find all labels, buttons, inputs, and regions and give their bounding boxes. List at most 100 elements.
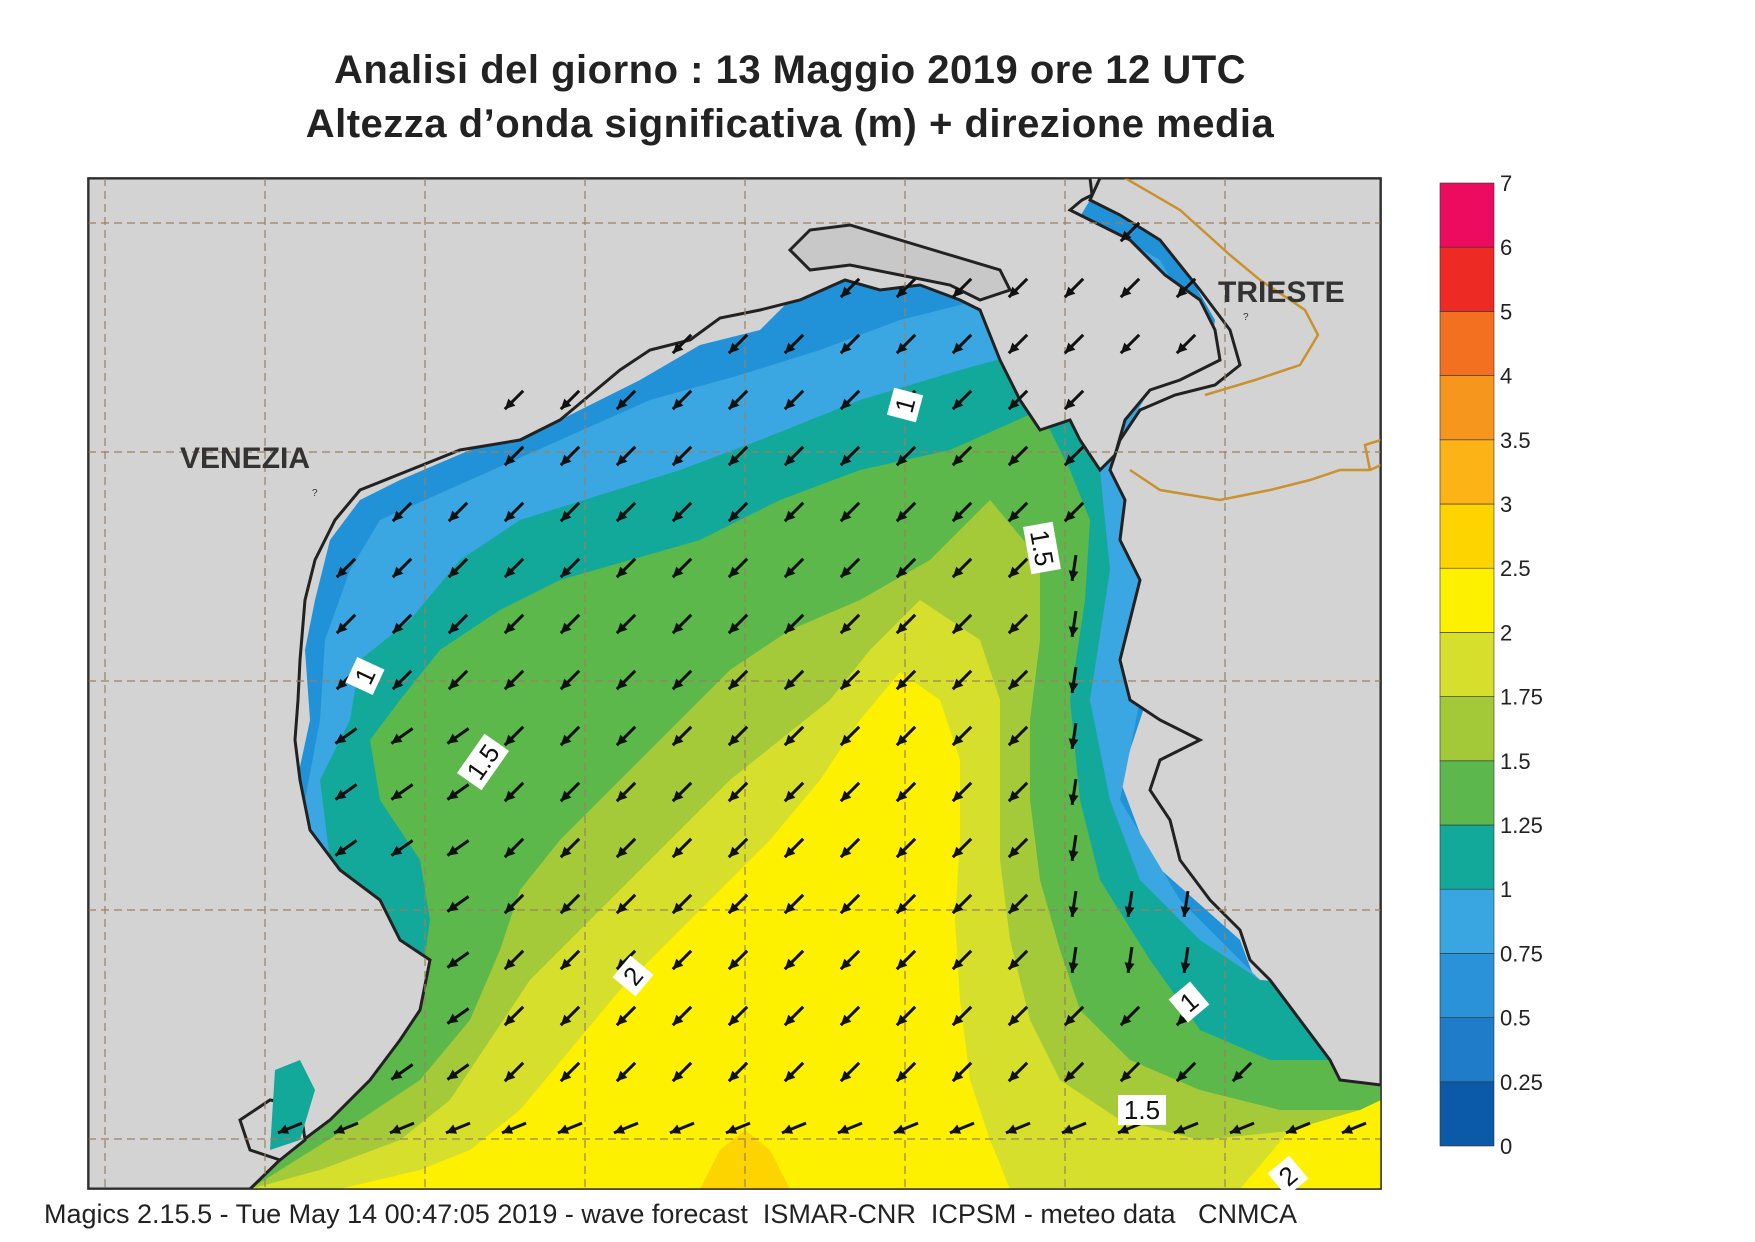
direction-arrowhead xyxy=(840,286,852,298)
direction-arrowhead xyxy=(784,622,796,634)
colorbar-tick-label: 5 xyxy=(1500,299,1512,324)
direction-arrowhead xyxy=(784,902,796,914)
direction-arrowhead xyxy=(447,845,459,856)
direction-arrowhead xyxy=(336,622,348,634)
direction-arrowhead xyxy=(1068,570,1079,581)
direction-arrowhead xyxy=(952,846,964,858)
direction-arrowhead xyxy=(392,622,404,634)
colorbar-swatch xyxy=(1439,246,1495,312)
direction-arrowhead xyxy=(504,734,516,746)
coastline-land xyxy=(88,178,1381,1189)
direction-arrowhead xyxy=(896,790,908,802)
direction-arrowhead xyxy=(672,734,684,746)
direction-arrowhead xyxy=(840,622,852,634)
direction-arrowhead xyxy=(616,454,628,466)
direction-arrowhead xyxy=(616,1014,628,1026)
colorbar-tick-label: 1 xyxy=(1500,877,1512,902)
direction-arrowhead xyxy=(504,790,516,802)
direction-arrowhead xyxy=(728,846,740,858)
direction-arrowhead xyxy=(447,733,459,744)
direction-arrowhead xyxy=(781,1124,794,1134)
direction-arrowhead xyxy=(1008,286,1020,298)
direction-arrowhead xyxy=(1064,286,1076,298)
direction-arrowhead xyxy=(1064,1070,1076,1082)
direction-arrowhead xyxy=(840,958,852,970)
direction-arrowhead xyxy=(448,566,460,578)
city-label-venezia: VENEZIA xyxy=(180,442,310,475)
direction-arrowhead xyxy=(336,678,348,690)
direction-arrowhead xyxy=(728,510,740,522)
direction-arrowhead xyxy=(1285,1124,1298,1134)
direction-arrowhead xyxy=(447,1069,459,1080)
colorbar-swatch xyxy=(1439,182,1495,248)
colorbar-swatch xyxy=(1439,1017,1495,1083)
direction-arrowhead xyxy=(389,1124,402,1134)
direction-arrowhead xyxy=(560,734,572,746)
colorbar-swatch xyxy=(1439,696,1495,762)
direction-arrowhead xyxy=(672,566,684,578)
direction-arrowhead xyxy=(952,566,964,578)
direction-arrowhead xyxy=(840,1014,852,1026)
direction-arrowhead xyxy=(784,846,796,858)
direction-arrowhead xyxy=(784,1014,796,1026)
direction-arrowhead xyxy=(728,398,740,410)
direction-arrowhead xyxy=(335,789,347,800)
trieste-marker: ? xyxy=(1243,312,1249,323)
direction-arrowhead xyxy=(392,678,404,690)
direction-arrowhead xyxy=(896,902,908,914)
colorbar-tick-label: 2 xyxy=(1500,620,1512,645)
direction-arrowhead xyxy=(447,901,459,912)
direction-arrowhead xyxy=(896,846,908,858)
direction-arrowhead xyxy=(1064,1014,1076,1026)
direction-arrowhead xyxy=(728,958,740,970)
direction-arrowhead xyxy=(1008,678,1020,690)
direction-arrowhead xyxy=(504,958,516,970)
direction-arrowhead xyxy=(1008,734,1020,746)
direction-arrowhead xyxy=(784,734,796,746)
direction-arrowhead xyxy=(840,734,852,746)
direction-arrowhead xyxy=(1068,962,1079,973)
direction-arrowhead xyxy=(784,566,796,578)
direction-arrowhead xyxy=(1064,510,1076,522)
direction-arrowhead xyxy=(840,678,852,690)
direction-arrowhead xyxy=(1008,510,1020,522)
direction-arrowhead xyxy=(613,1124,626,1134)
direction-arrowhead xyxy=(952,622,964,634)
direction-arrowhead xyxy=(560,398,572,410)
direction-arrowhead xyxy=(896,286,908,298)
direction-arrowhead xyxy=(504,454,516,466)
direction-arrowhead xyxy=(392,566,404,578)
direction-arrowhead xyxy=(1068,794,1079,805)
colorbar-tick-label: 1.75 xyxy=(1500,685,1543,710)
direction-arrowhead xyxy=(672,958,684,970)
contour-label-1.5: 1.5 xyxy=(1024,528,1060,569)
colorbar-swatch xyxy=(1439,503,1495,569)
colorbar-swatch xyxy=(1439,760,1495,826)
direction-arrowhead xyxy=(1008,1014,1020,1026)
direction-arrowhead xyxy=(560,678,572,690)
colorbar-tick-label: 7 xyxy=(1500,171,1512,196)
chioggia-teal xyxy=(270,1060,315,1150)
direction-arrowhead xyxy=(1064,342,1076,354)
direction-arrowhead xyxy=(840,510,852,522)
colorbar-tick-label: 0.5 xyxy=(1500,1006,1531,1031)
direction-arrowhead xyxy=(335,733,347,744)
direction-arrowhead xyxy=(896,342,908,354)
direction-arrowhead xyxy=(952,286,964,298)
colorbar-tick-label: 6 xyxy=(1500,235,1512,260)
direction-arrowhead xyxy=(952,678,964,690)
direction-arrowhead xyxy=(1061,1124,1074,1134)
direction-arrowhead xyxy=(616,678,628,690)
direction-arrowhead xyxy=(1068,738,1079,749)
direction-arrowhead xyxy=(672,846,684,858)
direction-arrowhead xyxy=(728,734,740,746)
direction-arrowhead xyxy=(1120,230,1132,242)
direction-arrowhead xyxy=(560,790,572,802)
direction-arrowhead xyxy=(391,789,403,800)
direction-arrowhead xyxy=(335,845,347,856)
direction-arrowhead xyxy=(1176,1070,1188,1082)
contour-label-1.5: 1.5 xyxy=(1124,1095,1160,1125)
land-east xyxy=(1088,178,1381,1087)
direction-arrowhead xyxy=(672,454,684,466)
